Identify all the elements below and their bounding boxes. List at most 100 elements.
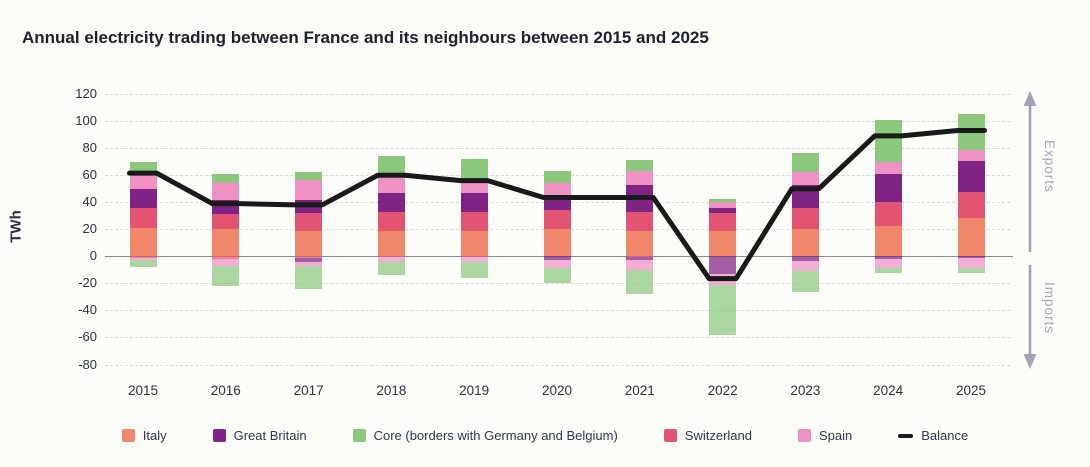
bar-segment-export-switzerland-2025 — [957, 192, 985, 219]
bar-segment-export-switzerland-2017 — [295, 213, 323, 231]
bar-segment-export-core-2016 — [212, 173, 240, 183]
bar-segment-export-core-2015 — [129, 162, 157, 176]
bar-segment-export-italy-2019 — [460, 230, 488, 257]
bar-segment-import-core-2020 — [543, 267, 571, 283]
bar-segment-export-great-2018 — [377, 193, 405, 213]
bar-segment-export-italy-2023 — [791, 228, 819, 257]
x-tick-label: 2016 — [210, 383, 241, 398]
legend-swatch-icon — [212, 429, 226, 442]
bar-segment-export-spain-2022 — [709, 201, 737, 208]
y-axis-label: TWh — [7, 210, 25, 243]
bar-segment-export-core-2025 — [957, 114, 985, 151]
y-tick-label: -60 — [78, 329, 97, 345]
bar-segment-import-core-2022 — [709, 285, 737, 336]
legend-swatch-icon — [798, 429, 811, 442]
bar-segment-import-spain-2024 — [874, 259, 902, 268]
gridline — [105, 121, 1010, 123]
bar-segment-import-core-2018 — [377, 262, 405, 276]
bar-segment-export-switzerland-2024 — [874, 202, 902, 226]
bar-segment-export-spain-2017 — [295, 179, 323, 201]
y-tick-label: 20 — [82, 221, 97, 237]
x-tick-label: 2023 — [790, 383, 821, 398]
bar-segment-export-switzerland-2018 — [377, 212, 405, 232]
bar-segment-export-switzerland-2019 — [460, 211, 488, 231]
legend-item-great: Great Britain — [212, 428, 307, 443]
legend-label: Balance — [921, 428, 969, 443]
bar-segment-import-core-2025 — [957, 267, 985, 273]
x-tick-label: 2022 — [707, 383, 738, 398]
bar-segment-import-core-2016 — [212, 265, 240, 287]
x-tick-label: 2024 — [873, 383, 904, 398]
y-tick-label: -80 — [78, 356, 97, 372]
legend-label: Spain — [819, 428, 853, 443]
bar-segment-export-great-2022 — [709, 207, 737, 214]
bar-segment-import-spain-2023 — [791, 261, 819, 272]
bar-segment-export-italy-2024 — [874, 225, 902, 257]
y-tick-label: 0 — [89, 248, 97, 264]
bar-segment-import-core-2024 — [874, 267, 902, 273]
legend-item-switzerland: Switzerland — [663, 428, 752, 443]
bar-segment-export-switzerland-2016 — [212, 214, 240, 229]
x-tick-label: 2025 — [955, 383, 987, 398]
bar-segment-export-italy-2022 — [709, 230, 737, 257]
bar-segment-export-italy-2016 — [212, 228, 240, 257]
legend-swatch-icon — [352, 429, 366, 442]
bar-segment-export-core-2018 — [377, 156, 405, 178]
x-tick-label: 2015 — [127, 383, 159, 398]
bar-segment-import-core-2023 — [791, 271, 819, 293]
bar-segment-export-spain-2019 — [460, 178, 488, 193]
legend-item-balance: Balance — [898, 428, 968, 443]
bar-segment-import-core-2017 — [295, 265, 323, 289]
bar-segment-export-spain-2016 — [212, 182, 240, 201]
bar-segment-export-spain-2025 — [957, 150, 985, 161]
bar-segment-export-spain-2024 — [874, 162, 902, 174]
bar-segment-export-great-2021 — [626, 184, 654, 212]
bar-segment-export-switzerland-2021 — [626, 211, 654, 232]
chart-legend: Italy Great Britain Core (borders with Ger… — [0, 428, 1090, 443]
y-tick-label: 100 — [75, 113, 97, 129]
chart-title: Annual electricity trading between Franc… — [22, 28, 709, 47]
bar-segment-export-spain-2020 — [543, 183, 571, 200]
bar-segment-export-great-2017 — [295, 200, 323, 213]
legend-item-core: Core (borders with Germany and Belgium) — [352, 428, 618, 443]
bar-segment-export-spain-2018 — [377, 177, 405, 194]
gridline — [105, 310, 1010, 312]
legend-swatch-icon — [663, 429, 677, 442]
bar-segment-import-spain-2021 — [626, 260, 654, 270]
bar-segment-export-italy-2018 — [377, 231, 405, 257]
bar-segment-export-italy-2015 — [129, 227, 157, 257]
gridline — [105, 337, 1010, 339]
exports-label: Exports — [1042, 140, 1057, 193]
bar-segment-import-spain-2016 — [212, 259, 240, 266]
bar-segment-export-spain-2015 — [129, 175, 157, 189]
gridline — [105, 364, 1010, 366]
bar-segment-import-core-2015 — [129, 259, 157, 268]
legend-swatch-icon — [121, 429, 135, 442]
bar-segment-export-great-2019 — [460, 192, 488, 212]
bar-segment-export-switzerland-2022 — [709, 213, 737, 231]
legend-label: Core (borders with Germany and Belgium) — [373, 428, 618, 443]
bar-segment-import-core-2019 — [460, 261, 488, 278]
bar-segment-export-core-2023 — [791, 152, 819, 172]
bar-segment-export-italy-2021 — [626, 231, 654, 257]
bar-segment-export-core-2022 — [709, 199, 737, 202]
y-tick-label: -40 — [78, 302, 97, 318]
bar-segment-import-great-2022 — [709, 256, 737, 274]
x-tick-label: 2017 — [293, 383, 324, 398]
x-tick-label: 2019 — [459, 383, 490, 398]
imports-label: Imports — [1042, 282, 1057, 335]
bar-segment-export-core-2024 — [874, 119, 902, 163]
y-tick-label: 60 — [82, 167, 97, 183]
legend-label: Italy — [142, 428, 167, 443]
bar-segment-import-spain-2025 — [957, 257, 985, 268]
x-tick-label: 2018 — [376, 383, 407, 398]
bar-segment-export-core-2017 — [295, 172, 323, 180]
bar-segment-export-core-2020 — [543, 171, 571, 184]
x-tick-label: 2020 — [541, 383, 573, 398]
bar-segment-export-great-2023 — [791, 184, 819, 208]
bar-segment-import-spain-2020 — [543, 259, 571, 268]
gridline — [105, 283, 1010, 285]
bar-segment-import-spain-2022 — [709, 273, 737, 286]
bar-segment-export-great-2025 — [957, 160, 985, 193]
